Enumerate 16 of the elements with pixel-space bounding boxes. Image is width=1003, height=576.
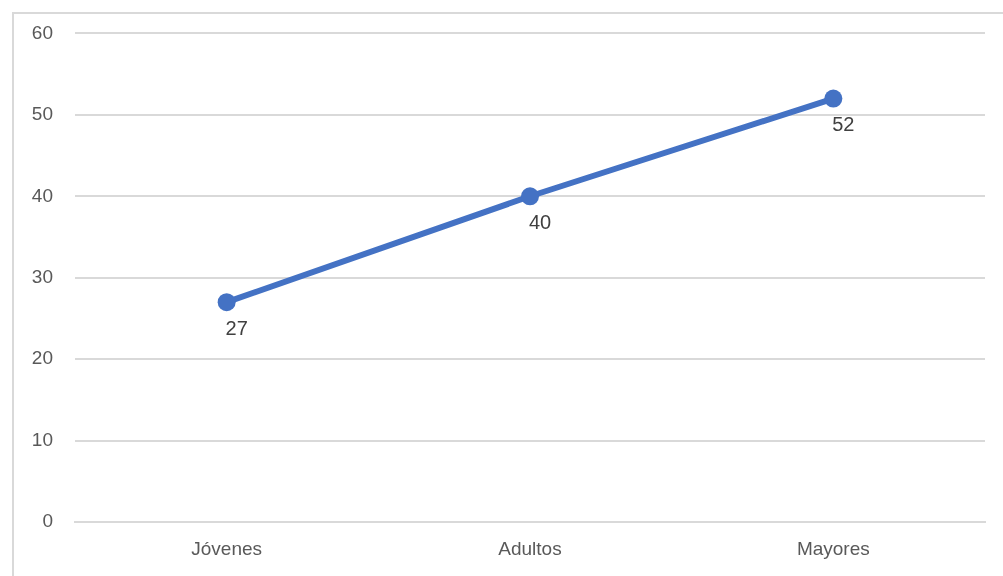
data-label: 40 xyxy=(528,210,552,233)
x-tick-label: Adultos xyxy=(498,537,562,559)
point xyxy=(217,293,236,312)
x-tick-label: Jóvenes xyxy=(191,537,263,559)
y-tick-label: 60 xyxy=(31,21,53,43)
data-label: 52 xyxy=(832,113,855,136)
data-label: 27 xyxy=(225,316,248,339)
point xyxy=(824,89,843,108)
y-tick-label: 50 xyxy=(31,103,53,125)
y-tick-label: 10 xyxy=(31,428,53,450)
y-tick-label: 0 xyxy=(42,510,53,532)
y-tick-label: 20 xyxy=(31,347,53,369)
point xyxy=(521,187,539,206)
y-tick-label: 30 xyxy=(31,265,53,287)
y-tick-label: 40 xyxy=(31,184,53,206)
x-tick-label: Mayores xyxy=(796,537,870,559)
